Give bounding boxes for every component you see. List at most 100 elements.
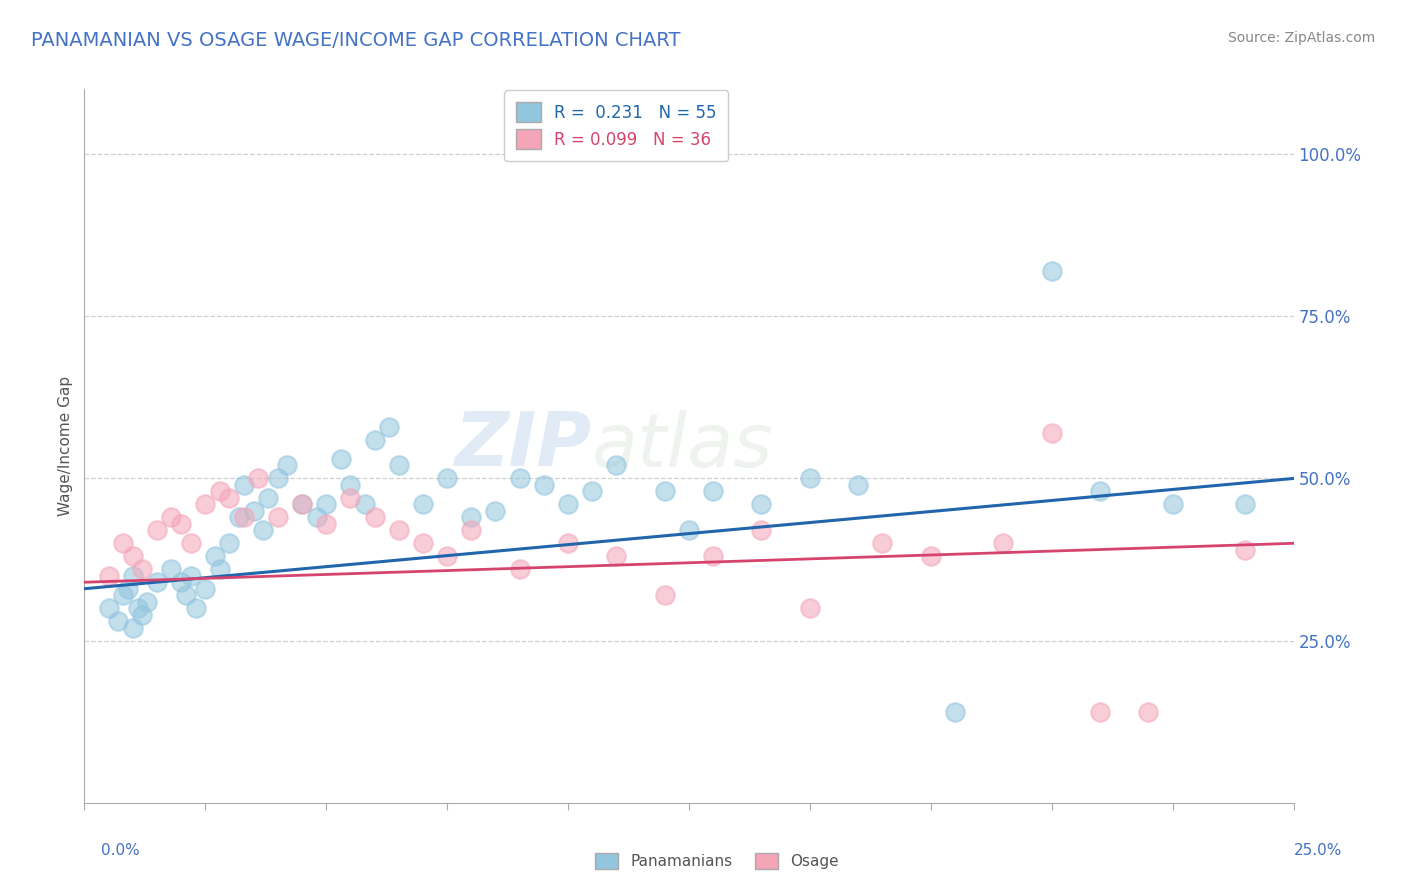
Point	[146, 524, 169, 538]
Point	[121, 568, 143, 582]
Point	[242, 504, 264, 518]
Point	[993, 536, 1015, 550]
Point	[131, 562, 153, 576]
Point	[174, 588, 197, 602]
Point	[184, 601, 207, 615]
Point	[252, 524, 274, 538]
Point	[257, 491, 280, 505]
Y-axis label: Wage/Income Gap: Wage/Income Gap	[58, 376, 73, 516]
Point	[363, 510, 385, 524]
Point	[799, 471, 821, 485]
Point	[1088, 705, 1111, 719]
Text: ZIP: ZIP	[456, 409, 592, 483]
Point	[654, 484, 676, 499]
Point	[363, 433, 385, 447]
Point	[218, 491, 240, 505]
Text: Source: ZipAtlas.com: Source: ZipAtlas.com	[1227, 31, 1375, 45]
Point	[291, 497, 314, 511]
Point	[121, 621, 143, 635]
Point	[872, 536, 894, 550]
Point	[315, 516, 337, 531]
Point	[305, 510, 328, 524]
Point	[228, 510, 250, 524]
Text: 0.0%: 0.0%	[101, 843, 141, 858]
Point	[180, 568, 202, 582]
Point	[1040, 425, 1063, 440]
Point	[702, 549, 724, 564]
Point	[509, 471, 531, 485]
Text: atlas: atlas	[592, 410, 773, 482]
Point	[112, 536, 135, 550]
Point	[1234, 542, 1257, 557]
Point	[533, 478, 555, 492]
Point	[146, 575, 169, 590]
Point	[557, 497, 579, 511]
Point	[233, 478, 256, 492]
Point	[267, 510, 290, 524]
Point	[339, 478, 361, 492]
Point	[460, 524, 482, 538]
Point	[97, 568, 120, 582]
Point	[204, 549, 226, 564]
Point	[799, 601, 821, 615]
Point	[160, 562, 183, 576]
Point	[509, 562, 531, 576]
Point	[557, 536, 579, 550]
Point	[751, 497, 773, 511]
Point	[136, 595, 159, 609]
Point	[605, 458, 627, 473]
Point	[1088, 484, 1111, 499]
Point	[170, 575, 193, 590]
Point	[354, 497, 377, 511]
Point	[160, 510, 183, 524]
Point	[170, 516, 193, 531]
Point	[329, 452, 352, 467]
Point	[1137, 705, 1160, 719]
Point	[388, 524, 411, 538]
Legend: Panamanians, Osage: Panamanians, Osage	[589, 847, 845, 875]
Point	[117, 582, 139, 596]
Point	[194, 582, 217, 596]
Point	[702, 484, 724, 499]
Point	[378, 419, 401, 434]
Point	[127, 601, 149, 615]
Point	[460, 510, 482, 524]
Point	[276, 458, 298, 473]
Point	[412, 497, 434, 511]
Point	[1040, 264, 1063, 278]
Point	[388, 458, 411, 473]
Point	[484, 504, 506, 518]
Point	[131, 607, 153, 622]
Point	[218, 536, 240, 550]
Point	[247, 471, 270, 485]
Point	[678, 524, 700, 538]
Point	[846, 478, 869, 492]
Point	[943, 705, 966, 719]
Point	[920, 549, 942, 564]
Point	[112, 588, 135, 602]
Point	[1234, 497, 1257, 511]
Text: PANAMANIAN VS OSAGE WAGE/INCOME GAP CORRELATION CHART: PANAMANIAN VS OSAGE WAGE/INCOME GAP CORR…	[31, 31, 681, 50]
Point	[233, 510, 256, 524]
Point	[208, 484, 231, 499]
Point	[605, 549, 627, 564]
Point	[97, 601, 120, 615]
Point	[180, 536, 202, 550]
Point	[581, 484, 603, 499]
Point	[1161, 497, 1184, 511]
Point	[339, 491, 361, 505]
Point	[107, 614, 129, 628]
Point	[436, 471, 458, 485]
Point	[751, 524, 773, 538]
Point	[194, 497, 217, 511]
Legend: R =  0.231   N = 55, R = 0.099   N = 36: R = 0.231 N = 55, R = 0.099 N = 36	[505, 90, 728, 161]
Point	[412, 536, 434, 550]
Point	[315, 497, 337, 511]
Point	[654, 588, 676, 602]
Point	[208, 562, 231, 576]
Point	[436, 549, 458, 564]
Point	[267, 471, 290, 485]
Text: 25.0%: 25.0%	[1295, 843, 1343, 858]
Point	[291, 497, 314, 511]
Point	[121, 549, 143, 564]
